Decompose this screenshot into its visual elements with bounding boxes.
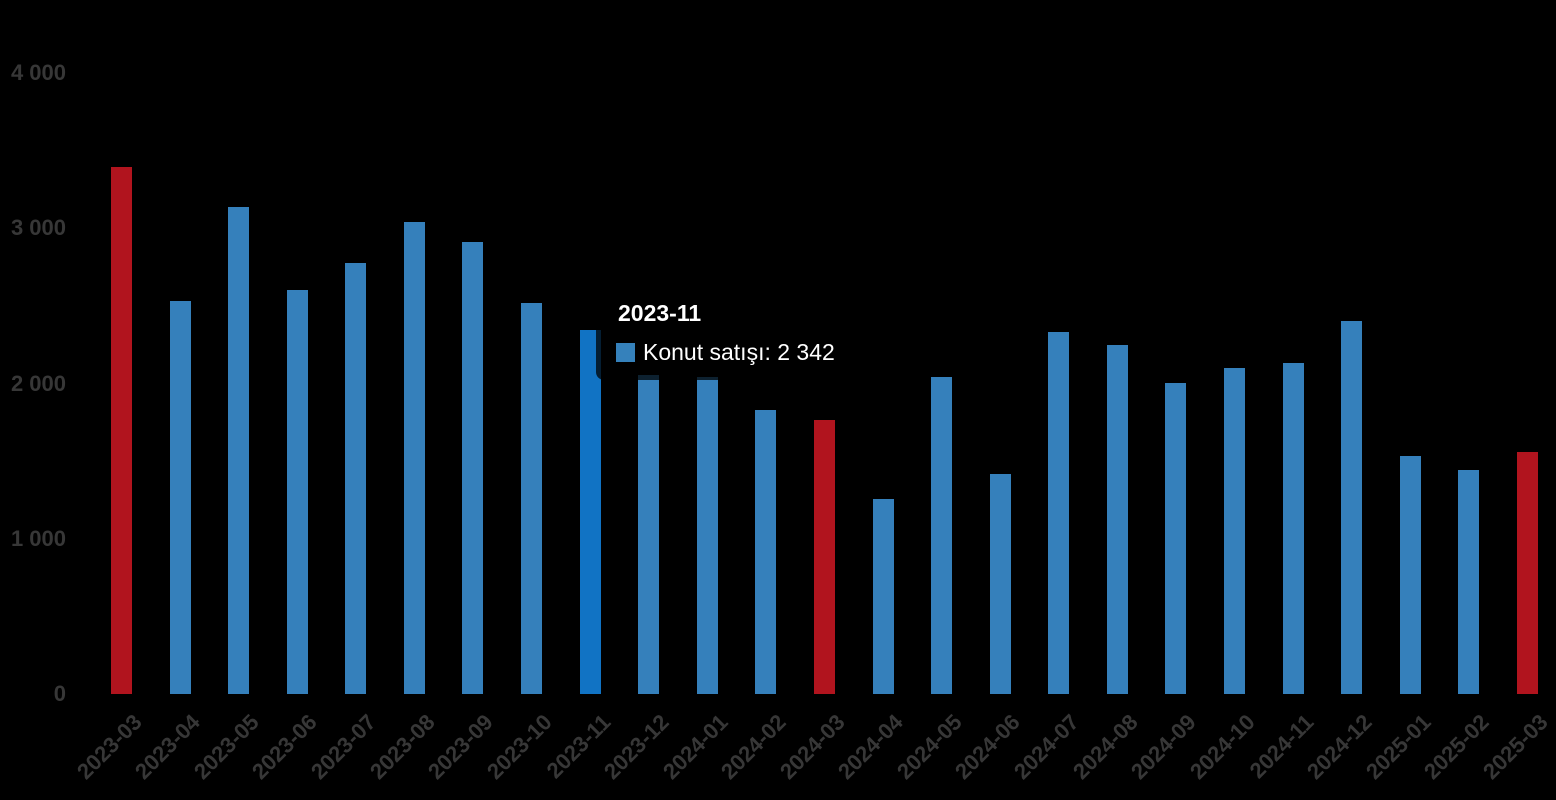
x-tick-label-2024-02: 2024-02	[716, 709, 791, 785]
bar-2025-03[interactable]	[1516, 452, 1538, 694]
bar-2024-04[interactable]	[872, 499, 894, 694]
x-tick-label-2024-10: 2024-10	[1184, 709, 1260, 785]
bar-2024-05[interactable]	[931, 377, 953, 694]
bar-2024-10[interactable]	[1224, 368, 1246, 694]
x-tick-label-2023-06: 2023-06	[247, 709, 323, 785]
y-tick-label-0: 0	[53, 681, 66, 706]
x-tick-label-2024-07: 2024-07	[1008, 709, 1084, 785]
x-tick-label-2024-12: 2024-12	[1301, 709, 1377, 785]
x-tick-label-2023-12: 2023-12	[598, 709, 674, 785]
tooltip: 2023-11 Konut satışı: 2 342	[596, 288, 858, 380]
bar-2024-01[interactable]	[696, 377, 718, 694]
x-tick-label-2023-08: 2023-08	[364, 709, 440, 785]
x-tick-label-2025-03: 2025-03	[1477, 709, 1553, 785]
x-tick-label-2023-10: 2023-10	[481, 709, 557, 785]
bar-2025-02[interactable]	[1458, 470, 1480, 694]
bar-2023-12[interactable]	[638, 375, 660, 694]
bar-2023-06[interactable]	[286, 290, 308, 694]
bar-2023-05[interactable]	[228, 207, 250, 694]
y-tick-label-4000: 4 000	[10, 60, 66, 85]
x-tick-label-2024-03: 2024-03	[774, 709, 850, 785]
bar-2024-08[interactable]	[1106, 345, 1128, 694]
x-tick-label-2024-05: 2024-05	[891, 709, 967, 785]
y-tick-label-3000: 3 000	[10, 215, 66, 241]
tooltip-title: 2023-11	[618, 300, 702, 326]
x-tick-label-2024-09: 2024-09	[1126, 709, 1201, 785]
bar-2023-08[interactable]	[403, 222, 425, 694]
bar-2023-04[interactable]	[169, 301, 191, 694]
x-tick-label-2023-03: 2023-03	[71, 709, 147, 785]
x-tick-label-2025-01: 2025-01	[1360, 709, 1436, 785]
x-tick-label-2024-08: 2024-08	[1067, 709, 1143, 785]
x-tick-label-2023-09: 2023-09	[423, 709, 498, 785]
bar-2023-07[interactable]	[345, 263, 367, 694]
bar-2024-09[interactable]	[1165, 383, 1187, 694]
x-tick-label-2023-07: 2023-07	[306, 709, 381, 785]
y-tick-label-2000: 2 000	[10, 370, 66, 396]
bar-2024-06[interactable]	[989, 474, 1011, 694]
bar-2025-01[interactable]	[1399, 456, 1421, 694]
bar-2023-09[interactable]	[462, 242, 484, 694]
x-tick-label-2023-04: 2023-04	[130, 709, 206, 785]
bar-2024-02[interactable]	[755, 410, 777, 694]
x-tick-label-2024-01: 2024-01	[657, 709, 733, 785]
y-tick-label-1000: 1 000	[10, 525, 66, 551]
x-tick-label-2024-06: 2024-06	[950, 709, 1026, 785]
series-marker-icon	[616, 343, 635, 362]
bar-2023-11[interactable]	[579, 330, 601, 694]
tooltip-series-value: Konut satışı: 2 342	[643, 339, 835, 365]
bar-2023-03[interactable]	[111, 167, 132, 694]
x-tick-label-2024-04: 2024-04	[833, 709, 909, 785]
bar-2024-07[interactable]	[1048, 332, 1070, 694]
bar-2024-03[interactable]	[813, 420, 835, 694]
bar-2023-10[interactable]	[521, 303, 543, 694]
bar-2024-11[interactable]	[1282, 363, 1304, 694]
tooltip-row: Konut satışı: 2 342	[616, 339, 840, 366]
bar-2024-12[interactable]	[1341, 321, 1363, 694]
